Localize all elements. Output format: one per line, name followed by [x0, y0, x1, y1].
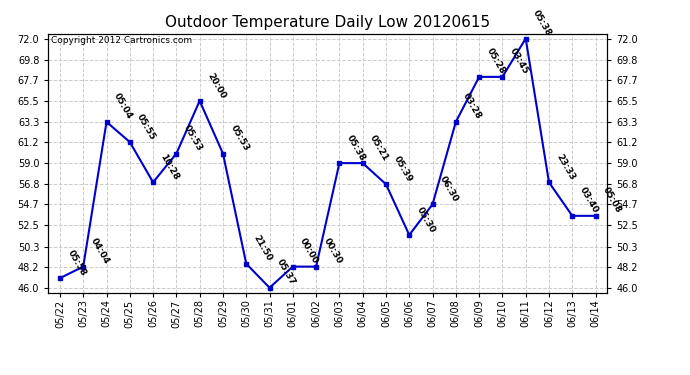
Text: 00:30: 00:30 [322, 237, 344, 266]
Text: 05:55: 05:55 [135, 112, 157, 141]
Text: 05:37: 05:37 [275, 258, 297, 287]
Text: 05:53: 05:53 [182, 124, 204, 153]
Text: 03:45: 03:45 [508, 47, 530, 76]
Text: 05:38: 05:38 [531, 9, 553, 38]
Text: 23:33: 23:33 [555, 152, 577, 182]
Text: 05:08: 05:08 [601, 186, 623, 215]
Text: 05:21: 05:21 [368, 133, 391, 162]
Text: 05:30: 05:30 [415, 205, 437, 234]
Text: 05:04: 05:04 [112, 92, 134, 121]
Text: Copyright 2012 Cartronics.com: Copyright 2012 Cartronics.com [51, 36, 193, 45]
Text: 05:53: 05:53 [228, 124, 250, 153]
Title: Outdoor Temperature Daily Low 20120615: Outdoor Temperature Daily Low 20120615 [165, 15, 491, 30]
Text: 00:00: 00:00 [298, 237, 320, 266]
Text: 03:28: 03:28 [462, 92, 484, 121]
Text: 05:38: 05:38 [345, 133, 367, 162]
Text: 05:39: 05:39 [391, 154, 413, 183]
Text: 10:28: 10:28 [159, 152, 181, 182]
Text: 03:40: 03:40 [578, 186, 600, 215]
Text: 04:04: 04:04 [89, 237, 111, 266]
Text: 20:00: 20:00 [205, 71, 227, 100]
Text: 05:28: 05:28 [484, 47, 506, 76]
Text: 21:50: 21:50 [252, 234, 274, 263]
Text: 05:58: 05:58 [66, 248, 88, 278]
Text: 06:30: 06:30 [438, 174, 460, 204]
